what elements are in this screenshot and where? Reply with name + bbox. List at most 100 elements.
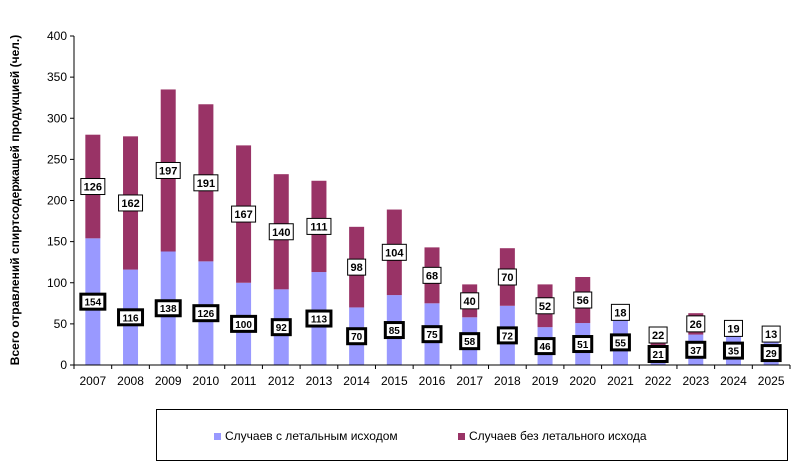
data-label-fatal: 138 — [154, 299, 182, 318]
x-tick-label: 2024 — [720, 374, 747, 388]
data-label-nonfatal-box — [422, 266, 442, 284]
data-label-fatal-text: 51 — [577, 340, 589, 351]
data-label-nonfatal-box — [761, 325, 781, 343]
data-label-fatal-box — [270, 318, 292, 337]
data-label-nonfatal: 162 — [118, 194, 144, 212]
data-label-fatal-text: 100 — [235, 320, 252, 331]
data-label-nonfatal-box — [610, 303, 630, 321]
data-label-nonfatal-text: 197 — [159, 165, 177, 177]
x-tick-label: 2021 — [607, 374, 634, 388]
data-label-nonfatal-text: 162 — [121, 198, 139, 210]
data-label-nonfatal-box — [573, 291, 593, 309]
data-label-nonfatal: 26 — [686, 315, 706, 333]
y-tick-label: 100 — [47, 276, 67, 290]
data-label-fatal-box — [383, 321, 405, 340]
axes: 0 50 100 150 200 250 300 350 400 2007 2008 2009 2010… — [47, 29, 791, 388]
data-label-nonfatal-box — [347, 258, 367, 276]
y-tick-label: 400 — [47, 29, 67, 43]
data-label-fatal-box — [572, 335, 594, 354]
data-label-nonfatal-text: 70 — [501, 272, 513, 284]
data-label-nonfatal: 70 — [497, 268, 517, 286]
data-label-nonfatal-text: 98 — [351, 262, 363, 274]
legend-swatch-nonfatal — [458, 432, 465, 440]
data-label-nonfatal: 126 — [80, 178, 106, 196]
x-tick-label: 2008 — [117, 374, 144, 388]
data-label-fatal: 58 — [459, 332, 481, 351]
data-label-nonfatal: 98 — [347, 258, 367, 276]
data-label-fatal-text: 29 — [766, 349, 778, 360]
data-label-fatal-box — [685, 340, 707, 359]
data-label-fatal-box — [647, 345, 669, 363]
data-label-nonfatal-box — [723, 319, 743, 337]
y-tick-label: 350 — [47, 70, 67, 84]
x-tick-label: 2025 — [758, 374, 785, 388]
data-label-fatal: 100 — [230, 314, 258, 333]
data-label-fatal: 35 — [722, 341, 744, 360]
x-tick-label: 2009 — [155, 374, 182, 388]
data-label-fatal: 154 — [79, 292, 107, 311]
data-label-fatal: 85 — [383, 321, 405, 340]
data-label-fatal-text: 21 — [653, 350, 665, 361]
data-label-nonfatal-text: 18 — [614, 307, 626, 319]
x-tick-label: 2017 — [456, 374, 483, 388]
data-label-fatal-text: 85 — [389, 326, 401, 337]
data-label-nonfatal: 197 — [155, 161, 181, 179]
data-label-nonfatal: 191 — [193, 174, 219, 192]
data-label-fatal-text: 55 — [615, 338, 627, 349]
data-label-fatal: 21 — [647, 345, 669, 363]
data-label-fatal: 113 — [305, 309, 333, 328]
data-label-fatal-box — [79, 292, 107, 311]
data-label-nonfatal-box — [535, 297, 555, 315]
data-label-fatal-box — [534, 337, 556, 356]
data-label-fatal: 72 — [496, 326, 518, 345]
data-label-fatal-box — [154, 299, 182, 318]
data-label-fatal: 29 — [760, 344, 782, 363]
data-label-nonfatal-box — [155, 161, 181, 179]
data-label-nonfatal-box — [268, 223, 294, 241]
data-label-fatal-text: 37 — [690, 346, 702, 357]
data-label-fatal-text: 72 — [502, 331, 514, 342]
data-label-fatal-box — [230, 314, 258, 333]
y-axis-label: Всего отравлений спиртсодержащей продукц… — [8, 35, 22, 365]
legend-label-nonfatal: Случаев без летального исхода — [469, 429, 647, 443]
data-label-fatal: 70 — [346, 327, 368, 346]
data-label-fatal-text: 113 — [311, 315, 328, 326]
x-tick-label: 2016 — [419, 374, 446, 388]
data-label-nonfatal: 167 — [231, 205, 257, 223]
data-label-fatal-box — [192, 304, 220, 323]
x-tick-label: 2011 — [231, 374, 257, 388]
x-tick-label: 2010 — [193, 374, 220, 388]
data-label-nonfatal-text: 22 — [652, 330, 664, 342]
x-tick-label: 2014 — [343, 374, 370, 388]
data-label-nonfatal: 111 — [306, 217, 332, 235]
x-tick-label: 2020 — [569, 374, 596, 388]
data-label-fatal-text: 75 — [426, 330, 438, 341]
y-tick-label: 200 — [47, 194, 67, 208]
x-tick-label: 2007 — [79, 374, 106, 388]
data-label-fatal: 126 — [192, 304, 220, 323]
data-label-nonfatal: 104 — [381, 243, 407, 261]
y-tick-label: 150 — [47, 235, 67, 249]
data-label-nonfatal: 19 — [723, 319, 743, 337]
data-label-nonfatal: 56 — [573, 291, 593, 309]
data-label-nonfatal-box — [381, 243, 407, 261]
data-label-fatal-box — [117, 308, 145, 327]
x-tick-label: 2013 — [306, 374, 333, 388]
data-label-fatal-text: 35 — [728, 347, 740, 358]
data-label-fatal-text: 154 — [84, 298, 101, 309]
data-label-fatal-text: 116 — [122, 313, 139, 324]
data-label-fatal-text: 70 — [351, 332, 363, 343]
data-label-fatal-text: 126 — [198, 309, 215, 320]
data-label-nonfatal-text: 26 — [690, 319, 702, 331]
data-label-nonfatal-text: 52 — [539, 301, 551, 313]
data-label-fatal-box — [459, 332, 481, 351]
data-label-nonfatal: 52 — [535, 297, 555, 315]
data-label-nonfatal-text: 13 — [765, 329, 777, 341]
data-label-nonfatal-box — [231, 205, 257, 223]
data-labels: 154 126 116 162 138 197 126 191 100 167 92 140 113 11… — [79, 161, 782, 363]
data-label-fatal: 55 — [609, 333, 631, 352]
data-label-fatal-box — [722, 341, 744, 360]
data-label-nonfatal-box — [686, 315, 706, 333]
data-label-nonfatal: 140 — [268, 223, 294, 241]
